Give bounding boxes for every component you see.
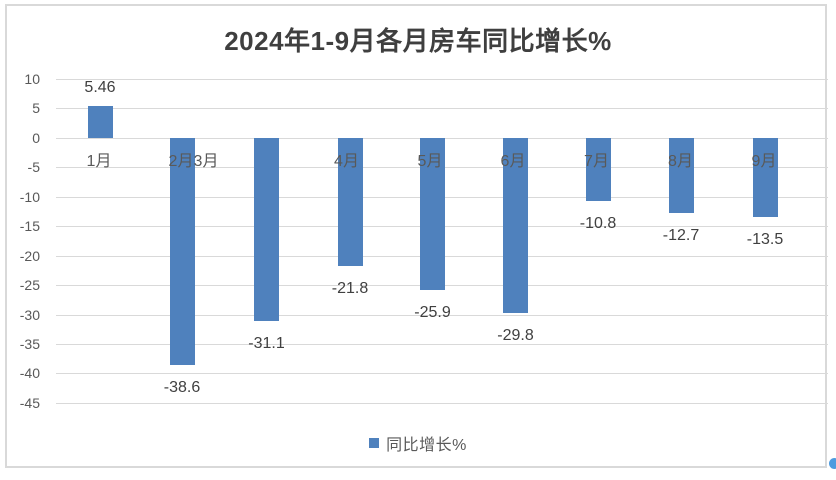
y-axis-tick-label: -10 [19,188,40,205]
x-axis-tick-label: 8月 [668,153,693,170]
legend-label: 同比增长% [386,437,467,454]
y-axis-tick-label: -35 [19,336,40,352]
legend: 同比增长% [0,431,836,455]
bar [585,137,611,202]
bar [254,137,279,321]
x-axis-tick-label: 2月 [168,153,194,170]
bar-value-label: -10.8 [579,215,617,233]
bar [420,137,445,291]
bar-value-label: -29.8 [497,327,534,345]
bar [752,137,778,218]
bar-value-label: -12.7 [662,226,700,244]
y-axis-tick-label: 0 [32,129,40,146]
gridline [56,373,828,375]
x-axis-tick-label: 5月 [417,153,443,170]
edge-handle-dot-icon [829,458,836,469]
y-axis-tick-label: -40 [19,365,40,382]
x-axis-tick-label: 1月 [86,153,112,170]
y-axis-tick-label: -25 [19,277,40,294]
gridline [56,344,828,345]
gridline [56,314,828,316]
bar-value-label: 5.46 [84,78,116,96]
gridline [56,402,828,404]
bar-value-label: -31.1 [248,335,285,352]
legend-swatch-icon [369,438,380,448]
bar [87,105,113,138]
bar-value-label: -13.5 [746,231,784,249]
bar-value-label: -25.9 [414,304,451,322]
bar [668,137,694,213]
y-axis-tick-label: -30 [19,306,40,323]
x-axis-tick-label: 4月 [334,153,359,170]
bar [337,137,363,267]
bar-value-label: -21.8 [331,280,369,298]
x-axis-tick-label: 7月 [584,153,609,170]
y-axis-tick-label: 10 [24,70,40,87]
bar-value-label: -38.6 [163,379,201,397]
y-axis-tick-label: -45 [19,394,40,411]
x-axis-tick-label: 9月 [751,153,777,170]
y-axis-tick-label: -5 [27,159,40,176]
y-axis-tick-label: 5 [32,100,40,117]
chart-title: 2024年1-9月各月房车同比增长% [224,26,612,56]
y-axis-tick-label: -15 [19,218,40,235]
x-axis-tick-label: 3月 [193,153,219,170]
gridline [56,78,828,80]
y-axis-tick-label: -20 [19,247,40,264]
x-axis-tick-label: 6月 [500,153,526,170]
bar [503,137,528,314]
gridline [56,108,828,110]
bar [169,137,195,366]
